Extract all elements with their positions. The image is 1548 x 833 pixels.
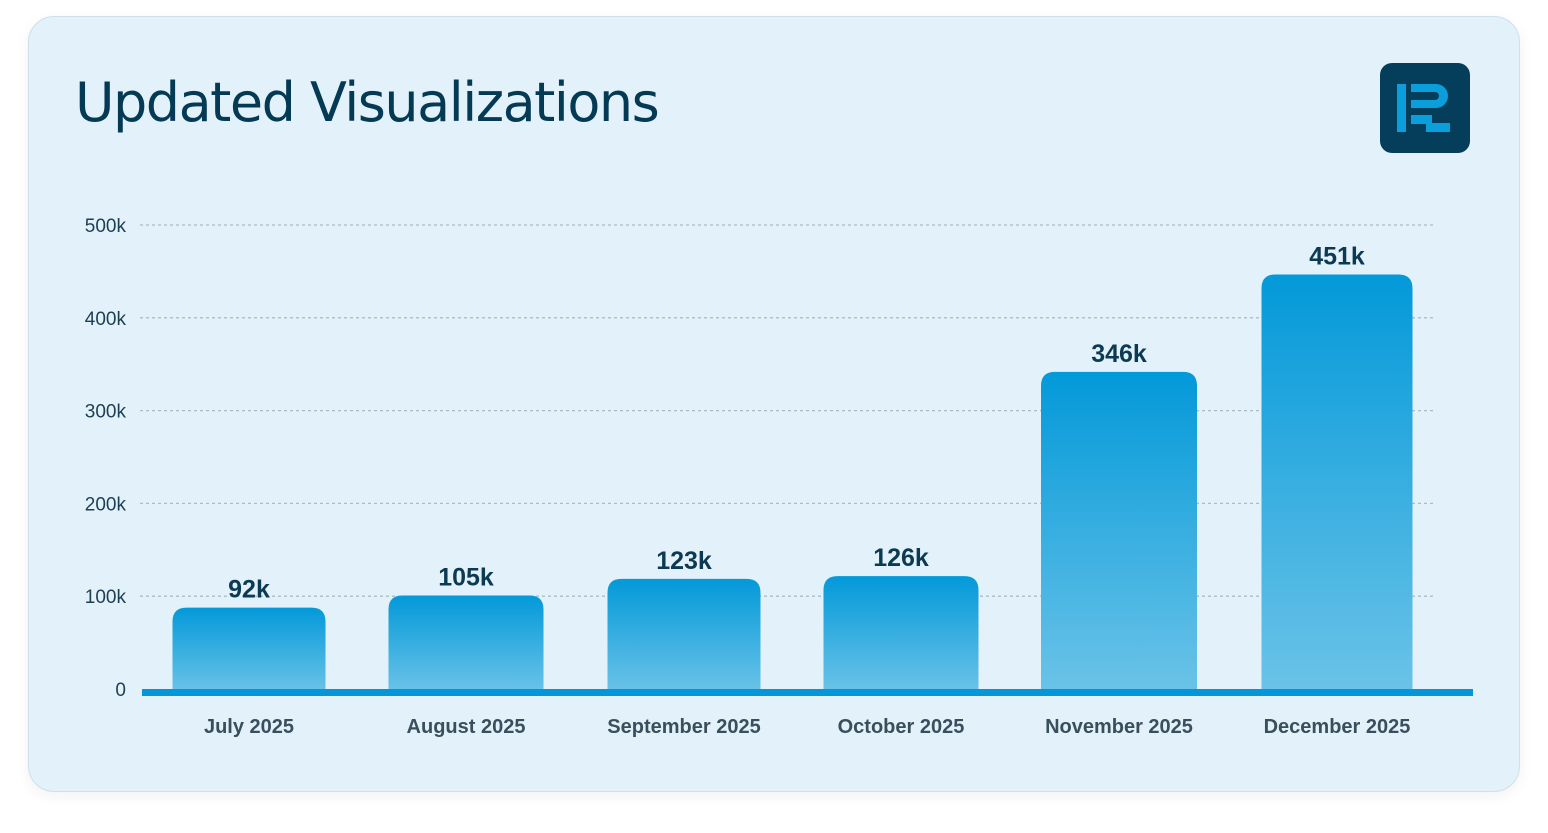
- y-tick-label: 100k: [85, 587, 127, 608]
- x-tick-label: September 2025: [607, 716, 760, 738]
- x-tick-label: December 2025: [1264, 716, 1411, 738]
- bar: [1041, 371, 1197, 692]
- x-tick-label: October 2025: [838, 716, 965, 738]
- bar-value-label: 451k: [1309, 242, 1365, 270]
- x-axis-ticks: July 2025 August 2025 September 2025 Octobe…: [204, 716, 1410, 738]
- x-tick-label: November 2025: [1045, 716, 1193, 738]
- x-axis-line: [142, 689, 1473, 696]
- page-title: Updated Visualizations: [75, 71, 660, 134]
- logo-mark: [1397, 84, 1450, 132]
- y-tick-label: 200k: [85, 494, 127, 515]
- bar-value-label: 126k: [873, 544, 929, 572]
- bar: [823, 576, 979, 692]
- bar: [607, 578, 761, 692]
- y-tick-label: 0: [115, 680, 126, 701]
- bars: [172, 274, 1413, 692]
- y-tick-label: 500k: [85, 216, 127, 237]
- bar-value-label: 346k: [1091, 340, 1147, 368]
- x-tick-label: July 2025: [204, 716, 294, 738]
- y-tick-label: 300k: [85, 402, 127, 423]
- bar-value-label: 92k: [228, 576, 270, 604]
- bar-value-label: 123k: [656, 547, 712, 575]
- data-labels: 92k 105k 123k 126k 346k 451k: [228, 242, 1365, 603]
- x-tick-label: August 2025: [407, 716, 526, 738]
- gridlines: [140, 224, 1436, 597]
- bar: [1261, 274, 1413, 692]
- r-brand-logo-icon: [1380, 63, 1470, 153]
- bar: [172, 607, 326, 692]
- y-axis-ticks: 0 100k 200k 300k 400k 500k: [85, 216, 127, 701]
- bar: [388, 595, 544, 692]
- y-tick-label: 400k: [85, 309, 127, 330]
- bar-value-label: 105k: [438, 564, 494, 592]
